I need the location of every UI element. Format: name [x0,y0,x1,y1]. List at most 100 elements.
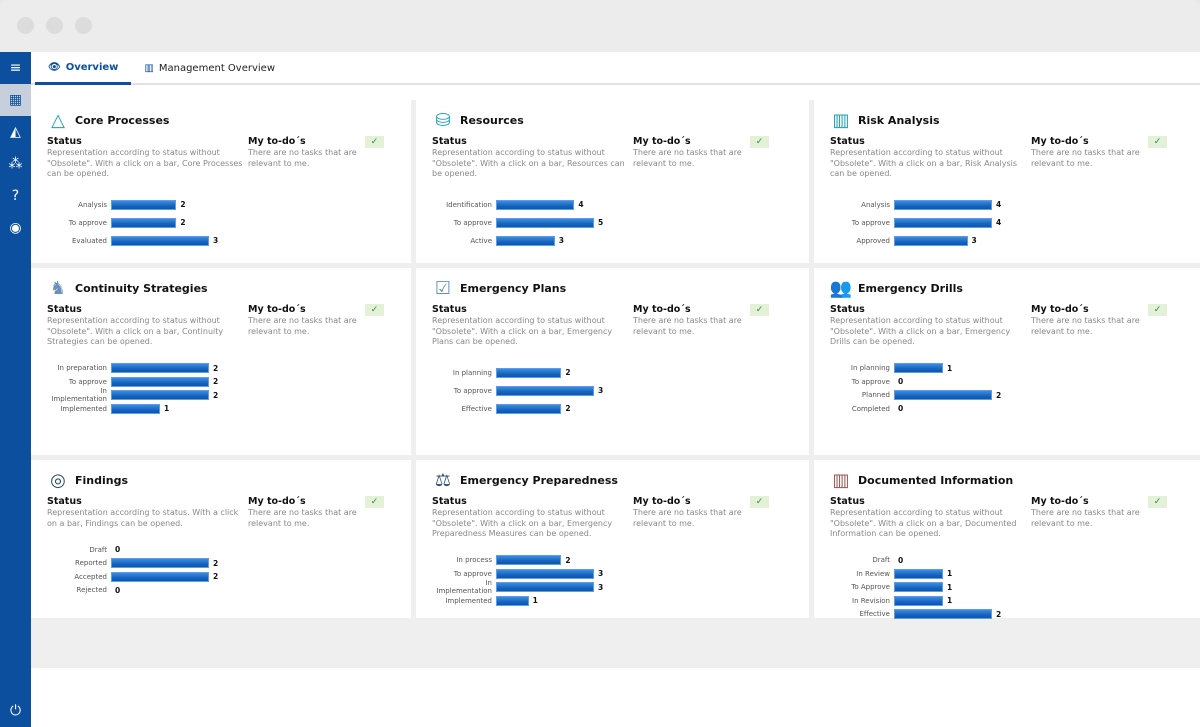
status-bar-chart: In planning 1 To approve 0 Planned 2 Completed… [830,362,1186,416]
chart-row[interactable]: Implemented 1 [47,402,395,416]
chart-row[interactable]: Active 3 [432,232,793,250]
status-bar[interactable] [111,363,209,374]
bar-label: Planned [861,391,890,400]
card-title[interactable]: Risk Analysis [858,113,940,127]
status-bar[interactable] [496,555,562,566]
status-bar[interactable] [496,367,562,378]
user-nav-button[interactable]: ◉ [0,212,31,244]
status-bar[interactable] [111,403,160,414]
status-bar[interactable] [894,235,968,246]
status-bar[interactable] [111,217,177,228]
chart-row[interactable]: Evaluated 3 [47,232,395,250]
chart-row[interactable]: Effective 2 [432,400,793,418]
bar-label: Effective [461,404,492,413]
books-icon: ▥ [832,469,850,491]
bar-value: 0 [115,545,121,555]
dashboard-nav-button[interactable]: ▦ [0,84,31,116]
chart-row[interactable]: Reported 2 [47,557,395,571]
card-title[interactable]: Emergency Plans [460,281,567,295]
status-bar[interactable] [496,199,575,210]
chart-row[interactable]: Draft 0 [47,543,395,557]
status-bar[interactable] [496,582,594,593]
chart-row[interactable]: In planning 2 [432,364,793,382]
chart-row[interactable]: Analysis 4 [830,196,1186,214]
chart-row[interactable]: Effective 2 [830,608,1186,622]
card-title[interactable]: Core Processes [75,113,170,127]
bar-value: 0 [898,555,904,565]
window-minimize-button[interactable] [46,17,63,34]
status-bar[interactable] [894,568,943,579]
power-button[interactable]: ⏻ [0,695,31,727]
chart-row[interactable]: In preparation 2 [47,362,395,376]
card-title[interactable]: Findings [75,473,129,487]
chart-row[interactable]: Identification 4 [432,196,793,214]
shapes-nav-button[interactable]: ◭ [0,116,31,148]
chart-row[interactable]: Analysis 2 [47,196,395,214]
status-bar[interactable] [111,571,209,582]
chart-row[interactable]: In Implementation 3 [432,579,793,595]
status-bar[interactable] [894,390,992,401]
status-bar[interactable] [111,199,177,210]
card-title[interactable]: Emergency Drills [858,281,963,295]
chart-row[interactable]: In Review 1 [830,567,1186,581]
help-nav-button[interactable]: ? [0,180,31,212]
bar-value: 5 [598,218,604,227]
todo-heading: My to-do´s [248,136,306,147]
chart-row[interactable]: To approve 5 [432,214,793,232]
window-maximize-button[interactable] [75,17,92,34]
chart-row[interactable]: To Approve 1 [830,581,1186,595]
chart-row[interactable]: Completed 0 [830,402,1186,416]
status-bar[interactable] [496,385,594,396]
chart-icon: ▥ [144,63,154,74]
chart-row[interactable]: To approve 0 [830,375,1186,389]
card-title[interactable]: Continuity Strategies [75,281,208,295]
status-bar[interactable] [111,376,209,387]
status-bar[interactable] [894,595,943,606]
chart-row[interactable]: Accepted 2 [47,570,395,584]
chart-row[interactable]: In Implementation 2 [47,387,395,403]
chart-row[interactable]: To approve 2 [47,214,395,232]
card-title[interactable]: Resources [460,113,524,127]
dashboard-card: ☑ Emergency Plans Status Representation ac… [416,268,809,455]
status-description: Representation according to status witho… [830,316,1011,346]
chart-row[interactable]: Implemented 1 [432,594,793,608]
shapes-icon: ◭ [10,124,21,140]
status-bar[interactable] [894,199,992,210]
chart-row[interactable]: Approved 3 [830,232,1186,250]
menu-nav-button[interactable]: ≡ [0,52,31,84]
status-bar[interactable] [894,609,992,620]
status-bar[interactable] [894,217,992,228]
status-bar[interactable] [111,235,209,246]
bar-label: To approve [68,377,107,386]
card-title[interactable]: Emergency Preparedness [460,473,618,487]
chart-row[interactable]: Planned 2 [830,389,1186,403]
chart-row[interactable]: To approve 3 [432,382,793,400]
tab-overview[interactable]: 👁 Overview [35,52,132,85]
status-bar[interactable] [496,217,594,228]
chart-row[interactable]: To approve 4 [830,214,1186,232]
status-bar[interactable] [496,403,562,414]
status-bar[interactable] [111,390,209,401]
bar-label: In planning [850,364,890,373]
chart-row[interactable]: In planning 1 [830,362,1186,376]
status-bar[interactable] [111,558,209,569]
status-bar[interactable] [894,582,943,593]
card-title[interactable]: Documented Information [858,473,1014,487]
chart-row[interactable]: Draft 0 [830,554,1186,568]
bar-label: Implemented [445,596,492,605]
chart-row[interactable]: In Revision 1 [830,594,1186,608]
chart-row[interactable]: In process 2 [432,554,793,568]
status-bar[interactable] [496,568,594,579]
check-icon: ✓ [365,496,384,508]
chart-row[interactable]: To approve 3 [432,567,793,581]
status-bar[interactable] [496,595,529,606]
status-heading: Status [830,136,865,147]
status-bar[interactable] [496,235,555,246]
chart-row[interactable]: Rejected 0 [47,584,395,598]
status-bar-chart: In planning 2 To approve 3 Effective 2 [432,364,793,418]
tab-management-overview[interactable]: ▥ Management Overview [131,52,288,85]
network-nav-button[interactable]: ⁂ [0,148,31,180]
status-bar[interactable] [894,363,943,374]
window-close-button[interactable] [17,17,34,34]
chart-row[interactable]: To approve 2 [47,375,395,389]
